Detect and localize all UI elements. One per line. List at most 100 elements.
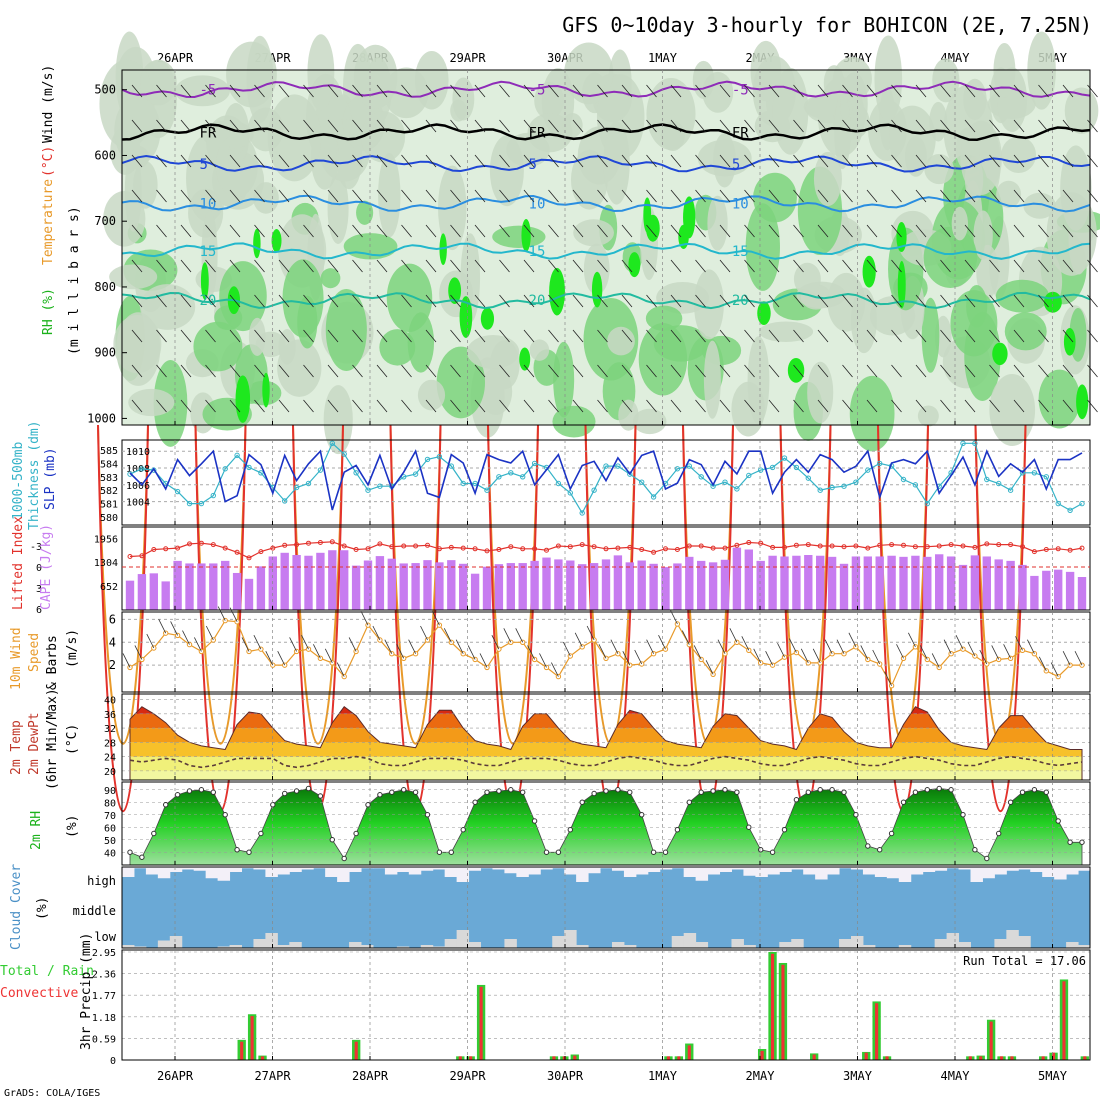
thickness-point — [972, 440, 978, 447]
wind-barb — [499, 154, 510, 168]
rh-point — [865, 843, 871, 849]
li-point — [496, 547, 502, 552]
wind-barb — [866, 364, 878, 378]
thickness-point — [520, 474, 526, 480]
cape-bar — [387, 558, 396, 610]
wind-barb-10m — [908, 632, 916, 648]
wind-barb-10m — [539, 653, 547, 668]
low-cloud-gap — [898, 945, 912, 948]
wind-barb — [278, 84, 290, 98]
rh-point — [996, 830, 1002, 837]
wind-barb — [940, 329, 951, 343]
wind-barb — [376, 189, 388, 203]
wind-barb — [1038, 154, 1049, 168]
low-cloud-gap — [169, 936, 183, 948]
bottom-date-label: 3MAY — [843, 1069, 873, 1083]
thickness-point — [329, 440, 335, 447]
thickness-point — [1007, 487, 1014, 493]
wind-barb — [499, 399, 510, 413]
thickness-point — [222, 466, 228, 472]
thickness-point — [282, 498, 288, 504]
wind-barb — [915, 154, 927, 168]
rh-blob — [128, 388, 175, 417]
high-cloud-gap — [193, 867, 207, 871]
rh-point — [912, 789, 919, 795]
wind-barb-10m — [622, 650, 631, 666]
wind-barb — [572, 364, 584, 378]
li-point — [294, 542, 300, 548]
rh-blob — [489, 135, 524, 207]
thickness-point — [460, 480, 466, 487]
thickness-tick-label: 580 — [100, 513, 118, 524]
wind-barb-10m — [396, 644, 405, 659]
wind-barb — [474, 154, 486, 168]
rh-blob — [278, 329, 296, 365]
rh-point — [710, 788, 716, 794]
low-cloud-gap — [1078, 945, 1091, 948]
thickness-point — [305, 480, 312, 487]
high-cloud-gap — [707, 867, 721, 875]
precip-convective-bar — [354, 1041, 358, 1060]
rh-saturated-blob — [253, 228, 261, 259]
wind-barb — [646, 294, 657, 308]
rh-blob — [492, 225, 546, 248]
wind-barb — [817, 189, 829, 203]
wind-barb — [891, 399, 902, 413]
thickness-point — [781, 455, 788, 461]
rh-blob — [552, 405, 596, 438]
wind-barb-10m — [574, 632, 583, 648]
wind-barb — [474, 364, 486, 378]
wind-barb — [915, 399, 927, 413]
thickness-point — [627, 471, 633, 477]
wind-barb — [205, 119, 216, 133]
li-point — [782, 544, 787, 550]
wind-barb — [401, 119, 412, 133]
wind-barb — [817, 259, 829, 273]
low-cloud-gap — [157, 940, 171, 948]
rh-saturated-blob — [628, 252, 641, 278]
wind-barb — [229, 154, 241, 168]
high-cloud-gap — [779, 867, 792, 872]
li-point — [924, 544, 930, 550]
wind-barb — [695, 399, 706, 413]
wind-barb — [915, 189, 927, 203]
li-point — [1055, 546, 1061, 552]
rh-tick-label: 60 — [104, 823, 116, 834]
thickness-point — [484, 487, 490, 493]
wind-barb — [548, 364, 559, 378]
high-cloud-gap — [1054, 867, 1067, 880]
wind-barb — [621, 119, 633, 133]
rh-point — [293, 788, 300, 794]
wind-barb — [425, 364, 437, 378]
wind-barb — [425, 189, 437, 203]
slp-frame — [121, 439, 1091, 526]
rh-point — [412, 789, 419, 795]
wind-barb-10m — [122, 653, 131, 668]
wind-barb — [229, 224, 241, 238]
temp-tick-label: 28 — [104, 738, 116, 749]
thickness-point — [877, 460, 883, 467]
wind-barb — [156, 294, 167, 308]
wind-barb — [499, 119, 510, 133]
cape-bar — [292, 555, 301, 610]
high-cloud-gap — [755, 867, 768, 877]
rh-point — [627, 789, 633, 795]
upper-ytick-label: 700 — [94, 214, 116, 228]
wind-barb-10m — [789, 638, 797, 653]
wind-barb — [621, 154, 633, 168]
rh-point — [282, 790, 288, 797]
rh-point — [1007, 799, 1014, 805]
precip-convective-bar — [1083, 1056, 1087, 1060]
wind-barb — [499, 364, 510, 378]
wind-barb — [205, 294, 216, 308]
cloud-level-label: high — [87, 874, 116, 888]
wind-barb-10m — [420, 625, 428, 641]
wind-barb — [1087, 154, 1098, 168]
upper-ytick-label: 900 — [94, 346, 116, 360]
temperature-contour — [121, 154, 1091, 173]
wind-barb — [1038, 329, 1049, 343]
wind-barb — [425, 84, 437, 98]
high-cloud-gap — [420, 867, 434, 871]
rh-blob — [378, 152, 401, 238]
